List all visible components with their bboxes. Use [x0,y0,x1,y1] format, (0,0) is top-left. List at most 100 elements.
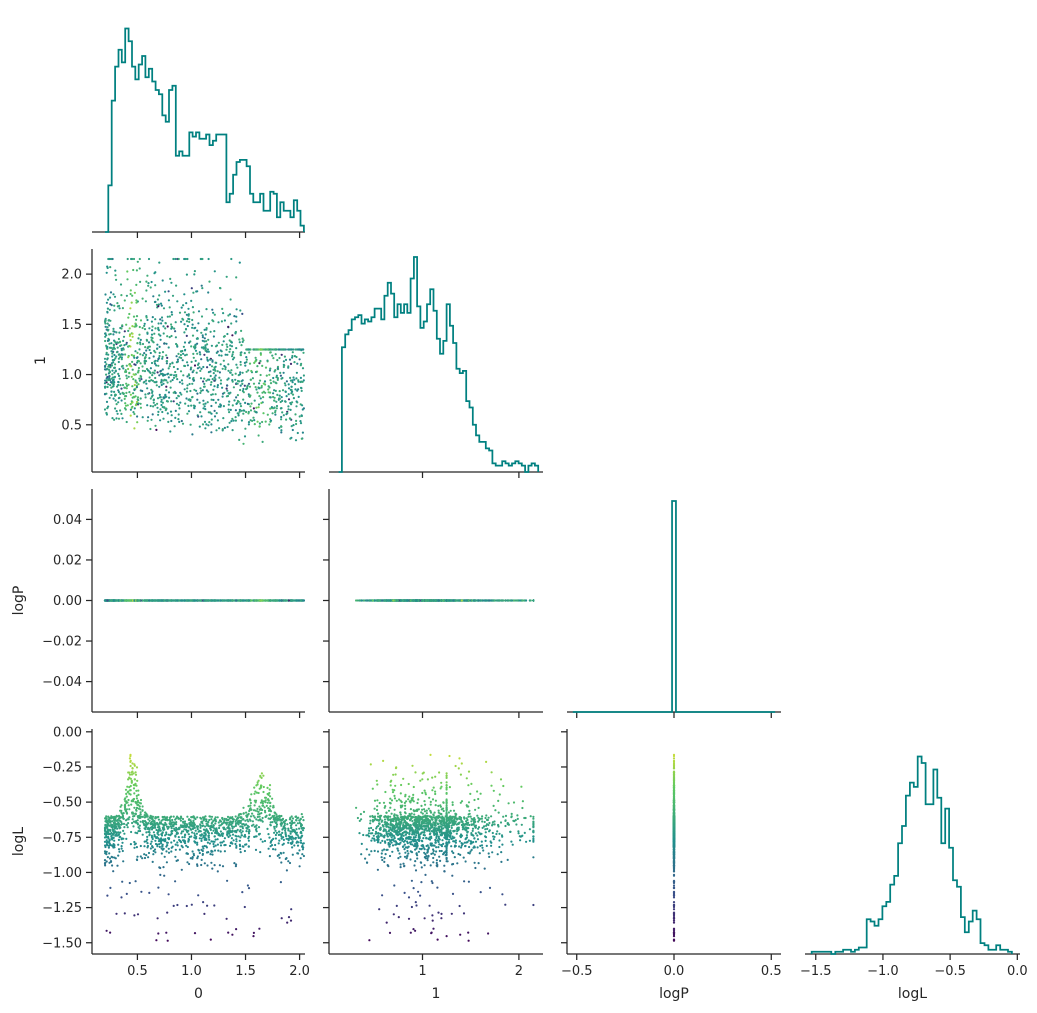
scatter-point [125,341,128,344]
scatter-point [191,318,194,322]
scatter-point [124,369,127,372]
scatter-point [162,382,165,385]
scatter-point [117,380,120,384]
scatter-point [199,369,202,372]
scatter-point [264,348,267,351]
scatter-point [108,371,111,374]
scatter-point [227,408,230,411]
scatter-point [212,335,215,338]
scatter-point [266,599,269,602]
scatter-point [185,273,188,276]
scatter-point [272,395,275,399]
scatter-point [238,380,241,383]
scatter-point [242,412,245,415]
scatter-point [210,431,213,434]
scatter-point [108,346,112,349]
scatter-point [107,368,110,371]
scatter-point [230,420,233,423]
scatter-point [262,774,265,777]
scatter-point [229,371,232,374]
scatter-point [262,599,265,602]
scatter-point [142,381,145,384]
scatter-point [291,428,294,432]
scatter-point [131,335,134,338]
scatter-point [375,599,379,602]
scatter-point [110,386,113,389]
scatter-point [168,365,171,368]
scatter-point [180,320,183,323]
scatter-point [149,351,152,355]
scatter-point [116,412,119,415]
scatter-point [223,335,226,338]
scatter-point [157,305,160,308]
scatter-point [167,290,170,293]
scatter-point [373,599,376,602]
scatter-point [269,391,272,394]
scatter-point [137,383,140,386]
scatter-point [207,599,210,602]
scatter-point [105,373,108,376]
scatter-point [265,374,268,377]
scatter-point [445,599,448,602]
scatter-point [106,385,109,389]
scatter-point [284,384,287,387]
scatter-point [295,377,298,380]
scatter-point [170,414,173,417]
scatter-point [166,315,169,318]
scatter-point [227,377,230,380]
scatter-point [529,599,532,602]
scatter-point [139,374,142,378]
scatter-point [118,331,121,334]
scatter-point [152,355,155,358]
scatter-point [161,279,164,282]
scatter-point [191,334,195,337]
scatter-point [222,417,225,420]
scatter-point [212,372,215,375]
scatter-point [264,599,267,602]
scatter-point [203,405,206,408]
scatter-point [274,381,277,384]
scatter-point [532,599,535,602]
scatter-point [282,348,285,351]
scatter-point [104,319,107,322]
scatter-point [191,433,194,436]
scatter-point [192,376,195,380]
scatter-point [108,296,112,299]
scatter-point [235,363,238,366]
scatter-point [201,423,205,426]
scatter-point [158,354,161,358]
scatter-point [120,349,123,352]
scatter-point [234,419,237,422]
scatter-point [129,408,132,411]
scatter-point [133,407,136,410]
scatter-point [249,394,252,397]
scatter-point [252,382,256,385]
scatter-point [150,840,153,843]
scatter-point [179,370,183,373]
scatter-point [132,392,135,395]
scatter-point [204,349,207,352]
scatter-point [122,335,126,338]
scatter-point [200,358,203,361]
scatter-point [128,327,131,330]
scatter-point [170,311,173,314]
scatter-point [248,362,252,365]
scatter-point [199,411,202,414]
scatter-point [144,300,147,303]
scatter-point [129,403,132,406]
scatter-point [215,351,218,354]
scatter-point [229,298,232,301]
scatter-point [193,347,196,350]
scatter-point [189,389,192,393]
scatter-point [163,406,166,409]
scatter-point [166,325,169,328]
scatter-point [210,398,213,401]
scatter-point [117,357,120,360]
scatter-point [235,402,238,405]
scatter-point [243,409,246,412]
scatter-point [128,333,132,336]
scatter-point [132,315,136,318]
scatter-point [267,385,270,388]
scatter-point [290,388,293,392]
scatter-point [276,378,279,381]
